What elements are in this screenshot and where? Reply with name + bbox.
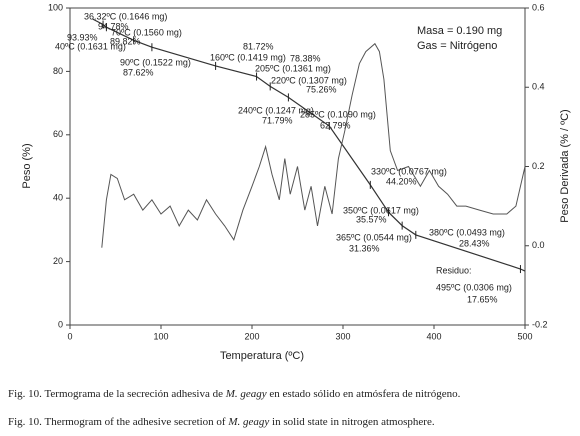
annotation-percent: 35.57% [356, 214, 387, 224]
y2-axis-label: Peso Derivada (% / ºC) [559, 109, 571, 222]
annotation-label: 36.32ºC (0.1646 mg) [84, 11, 167, 21]
x-tick-label: 200 [244, 331, 259, 341]
caption-text: in solid state in nitrogen atmosphere. [269, 416, 435, 428]
annotation-label: 160ºC (0.1419 mg) [210, 52, 286, 62]
annotation-percent: 94.78% [98, 21, 129, 31]
y-tick-label: 80 [53, 66, 63, 76]
x-tick-label: 0 [67, 331, 72, 341]
caption: Fig. 10. Thermogram of the adhesive secr… [8, 416, 435, 428]
info-text: Masa = 0.190 mg [417, 25, 502, 37]
y2-tick-label: 0.4 [532, 82, 545, 92]
x-tick-label: 400 [426, 331, 441, 341]
annotation-label: 70ºC (0.1560 mg) [111, 27, 182, 37]
data-line [92, 18, 526, 272]
annotation-label: 350ºC (0.0617 mg) [343, 205, 419, 215]
y-tick-label: 20 [53, 256, 63, 266]
annotation-percent: 93.93% [67, 32, 98, 42]
annotation-title: Residuo: [436, 265, 472, 275]
annotation-percent: 89.82% [110, 36, 141, 46]
chart: Temperatura (ºC) Peso (%) Peso Derivada … [21, 2, 571, 362]
caption-species: M. geagy [228, 416, 270, 428]
y2-tick-label: -0.2 [532, 319, 548, 329]
x-tick-label: 300 [335, 331, 350, 341]
annotation-percent: 75.26% [306, 84, 337, 94]
x-axis-label: Temperatura (ºC) [220, 350, 304, 362]
annotation-label: 240ºC (0.1247 mg) [238, 105, 314, 115]
annotation-label: 40ºC (0.1631 mg) [55, 41, 126, 51]
y-tick-label: 60 [53, 129, 63, 139]
annotation-label: 365ºC (0.0544 mg) [336, 232, 412, 242]
annotation-label: 330ºC (0.0767 mg) [371, 166, 447, 176]
annotation-percent: 81.72% [243, 41, 274, 51]
info-text: Gas = Nitrógeno [417, 40, 497, 52]
annotation-label: 495ºC (0.0306 mg) [436, 282, 512, 292]
annotation-label: 90ºC (0.1522 mg) [120, 57, 191, 67]
annotation-label: 285ºC (0.1090 mg) [300, 109, 376, 119]
annotation-percent: 44.20% [386, 176, 417, 186]
annotation-percent: 87.62% [123, 67, 154, 77]
annotation-percent: 78.38% [290, 53, 321, 63]
y-axis-label: Peso (%) [21, 143, 33, 188]
annotation-percent: 28.43% [459, 238, 490, 248]
caption: Fig. 10. Termograma de la secreción adhe… [8, 388, 460, 400]
y2-tick-label: 0.2 [532, 161, 545, 171]
caption-text: Fig. 10. Thermogram of the adhesive secr… [8, 416, 229, 428]
y2-tick-label: 0.0 [532, 240, 545, 250]
annotation-percent: 31.36% [349, 243, 380, 253]
annotation-percent: 17.65% [467, 294, 498, 304]
caption-species: M. geagy [225, 388, 267, 400]
data-line [101, 42, 526, 248]
x-tick-label: 100 [153, 331, 168, 341]
y-tick-label: 40 [53, 193, 63, 203]
x-tick-label: 500 [517, 331, 532, 341]
annotation-percent: 62.79% [320, 120, 351, 130]
y2-tick-label: 0.6 [532, 2, 545, 12]
annotation-label: 205ºC (0.1361 mg) [255, 63, 331, 73]
y-tick-label: 100 [48, 2, 63, 12]
annotation-label: 220ºC (0.1307 mg) [271, 75, 347, 85]
caption-text: en estado sólido en atmósfera de nitróge… [266, 388, 461, 400]
annotation-label: 380ºC (0.0493 mg) [429, 227, 505, 237]
y-tick-label: 0 [58, 319, 63, 329]
annotation-percent: 71.79% [262, 115, 293, 125]
caption-text: Fig. 10. Termograma de la secreción adhe… [8, 388, 226, 400]
